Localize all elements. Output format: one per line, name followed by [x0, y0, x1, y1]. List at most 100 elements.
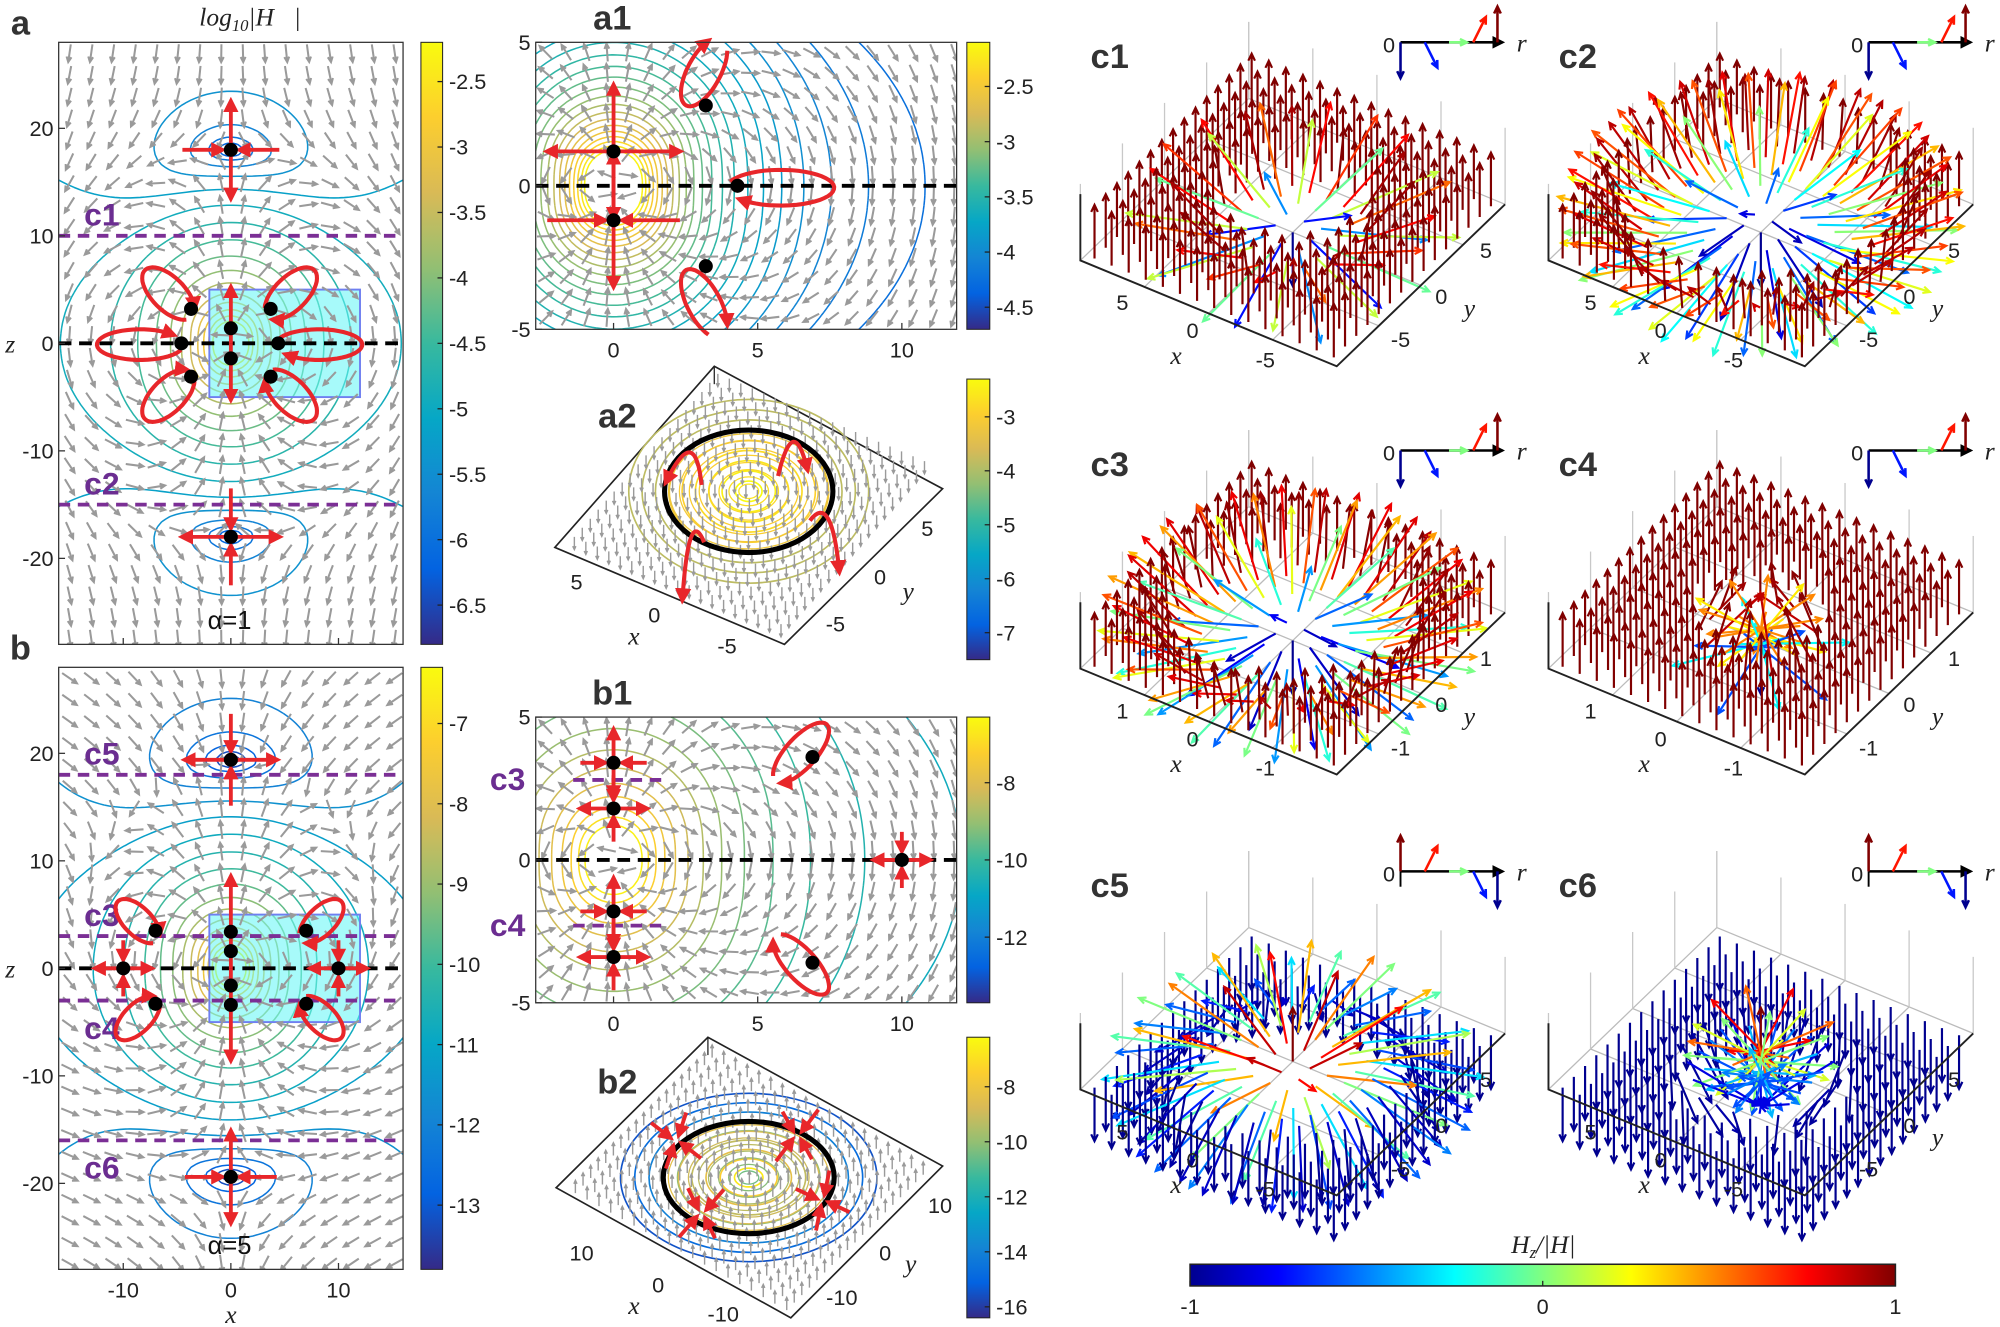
- field-arrow: [669, 1173, 675, 1188]
- x-tick-label: -5: [1256, 348, 1275, 373]
- field-arrow: [82, 1064, 102, 1074]
- field-arrow: [642, 287, 653, 306]
- field-arrow: [1751, 1136, 1761, 1193]
- field-arrow: [1915, 572, 1924, 629]
- y-axis-label: y: [1929, 1123, 1944, 1152]
- field-arrow: [1909, 601, 1919, 658]
- field-arrow: [951, 799, 957, 821]
- colorbar-tick-label: -9: [449, 872, 468, 897]
- field-arrow: [745, 1062, 750, 1078]
- field-arrow: [238, 734, 246, 755]
- field-arrow: [278, 220, 296, 233]
- field-arrow: [1287, 955, 1296, 1015]
- field-arrow: [655, 1224, 660, 1239]
- field-arrow: [630, 524, 635, 539]
- red-inward-arrow: [780, 1110, 796, 1135]
- field-arrow: [318, 418, 339, 427]
- field-arrow: [1367, 100, 1376, 157]
- field-arrow: [1597, 596, 1607, 653]
- field-arrow: [320, 266, 341, 275]
- field-arrow: [389, 500, 400, 519]
- field-arrow: [781, 1153, 787, 1168]
- field-arrow: [1792, 74, 1809, 154]
- field-arrow: [1636, 1012, 1646, 1069]
- field-arrow: [1847, 637, 1857, 694]
- x-tick-label: 0: [1655, 1147, 1667, 1172]
- field-arrow: [709, 470, 714, 485]
- field-arrow: [301, 757, 315, 774]
- field-arrow: [588, 518, 593, 534]
- field-arrow: [275, 1020, 296, 1029]
- field-arrow: [1343, 566, 1443, 617]
- field-arrow: [662, 166, 675, 185]
- field-arrow: [720, 722, 741, 732]
- red-inward-arrow: [811, 1202, 827, 1231]
- field-arrow: [559, 167, 573, 185]
- field-arrow: [218, 1079, 226, 1100]
- field-arrow: [1818, 978, 1827, 1035]
- field-arrow: [678, 885, 698, 897]
- field-arrow: [677, 506, 682, 522]
- field-arrow: [766, 861, 774, 882]
- field-arrow: [844, 721, 862, 734]
- field-arrow: [1819, 1118, 1829, 1175]
- y-tick-label: 0: [879, 1240, 891, 1265]
- x-tick-label: -5: [1724, 348, 1743, 373]
- field-arrow: [845, 269, 858, 287]
- field-arrow: [60, 1129, 81, 1139]
- field-arrow: [275, 1151, 296, 1159]
- y-tick-label: 1: [1948, 646, 1960, 671]
- field-arrow: [1107, 617, 1116, 674]
- inset-arrow: [1472, 870, 1488, 900]
- field-arrow: [716, 1163, 721, 1179]
- field-arrow: [782, 476, 787, 492]
- field-arrow: [298, 524, 317, 537]
- field-arrow: [803, 67, 821, 80]
- field-arrow: [1788, 227, 1862, 264]
- field-arrow: [818, 417, 824, 432]
- field-arrow: [1676, 997, 1686, 1054]
- field-arrow: [786, 861, 794, 882]
- field-arrow: [102, 243, 122, 254]
- field-arrow: [1351, 233, 1361, 290]
- field-arrow: [687, 548, 693, 563]
- field-arrow: [1797, 1139, 1806, 1196]
- x-axis-label: x: [224, 1300, 237, 1327]
- field-arrow: [705, 840, 714, 861]
- field-arrow: [728, 466, 734, 481]
- field-arrow: [580, 104, 593, 122]
- field-arrow: [577, 843, 595, 857]
- field-arrow: [930, 186, 937, 207]
- field-arrow: [1700, 1115, 1710, 1172]
- field-arrow: [886, 739, 900, 757]
- field-arrow: [279, 544, 293, 561]
- inset-arrow: [1492, 871, 1502, 911]
- field-arrow: [852, 1228, 858, 1243]
- field-arrow: [909, 779, 918, 800]
- null-point: [223, 924, 238, 939]
- field-arrow: [1263, 170, 1288, 216]
- field-arrow: [325, 586, 334, 607]
- field-arrow: [787, 1238, 792, 1254]
- field-arrow: [745, 861, 753, 882]
- field-arrow: [65, 109, 74, 130]
- field-arrow: [720, 785, 741, 793]
- field-arrow: [1293, 986, 1303, 1036]
- field-arrow: [232, 977, 252, 986]
- y-tick-label: 0: [1435, 1113, 1447, 1138]
- field-arrow: [125, 1021, 146, 1030]
- field-arrow: [1672, 642, 1681, 699]
- field-arrow: [1921, 590, 1930, 647]
- field-arrow: [367, 521, 379, 541]
- field-arrow: [653, 1153, 659, 1168]
- field-arrow: [537, 271, 556, 283]
- field-arrow: [744, 448, 750, 463]
- field-arrow: [61, 758, 79, 772]
- field-arrow: [535, 109, 555, 118]
- field-arrow: [88, 842, 95, 863]
- field-arrow: [829, 1215, 834, 1230]
- y-tick-label: 5: [1948, 238, 1960, 263]
- field-arrow: [366, 500, 380, 518]
- field-arrow: [105, 844, 120, 860]
- field-arrow: [364, 715, 381, 729]
